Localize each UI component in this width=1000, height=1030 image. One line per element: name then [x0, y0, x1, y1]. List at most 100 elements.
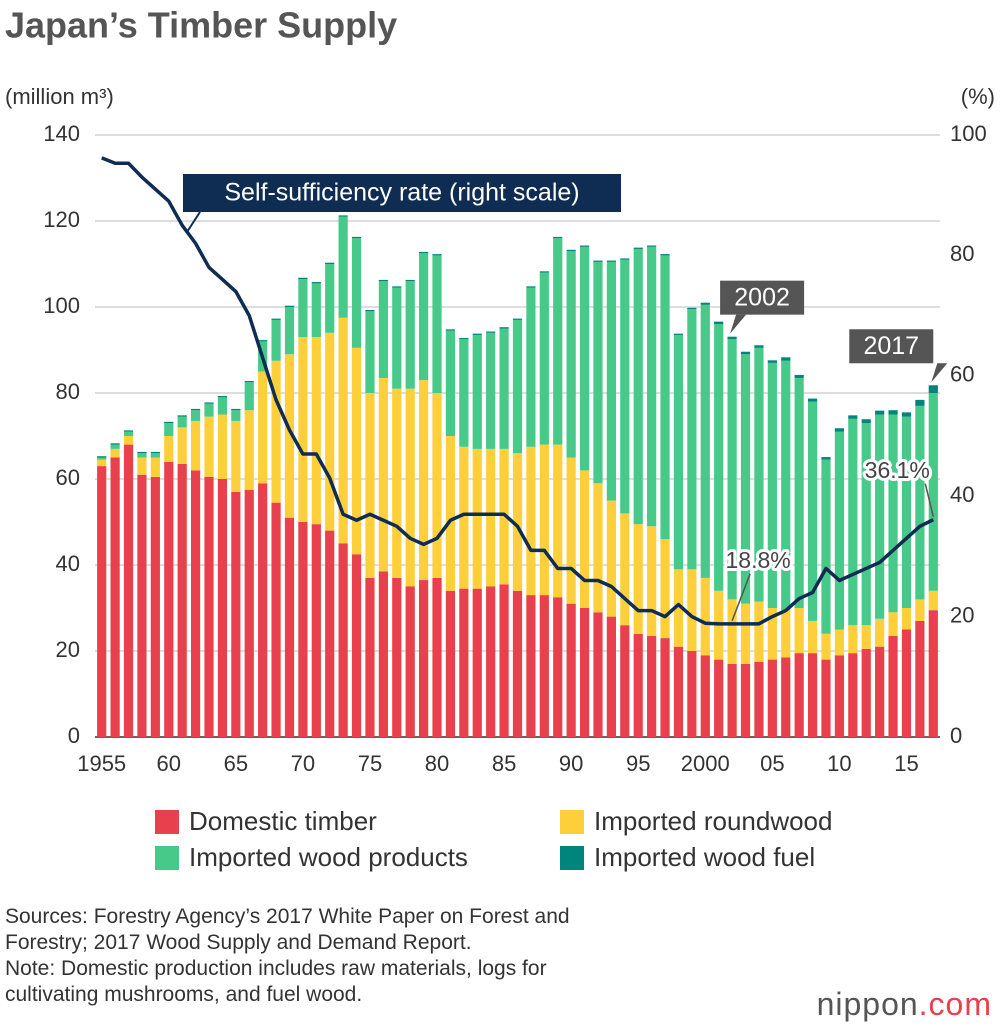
bar-segment [217, 396, 228, 398]
bar-segment [499, 328, 509, 449]
bar-segment [539, 271, 549, 273]
bar-segment [767, 608, 777, 660]
x-tick-label: 80 [425, 751, 449, 776]
bar-segment [311, 283, 321, 338]
annotation-pointer [931, 363, 948, 383]
y-tick-label: 120 [43, 207, 80, 232]
y2-tick-label: 20 [950, 602, 974, 627]
bar-segment [754, 661, 764, 737]
bar-segment [606, 260, 616, 262]
value-label-halo: 18.8% [725, 547, 790, 573]
bar-segment [472, 448, 482, 589]
bar-segment [660, 638, 670, 737]
bar-segment [378, 279, 388, 282]
bar-segment [486, 448, 496, 587]
bar-segment [928, 393, 938, 591]
bar-segment [378, 281, 388, 378]
bar-segment [781, 357, 791, 361]
bar-segment [620, 259, 630, 514]
chart-title: Japan’s Timber Supply [5, 5, 397, 46]
bar-segment [164, 436, 174, 462]
y-tick-label: 0 [68, 723, 80, 748]
bar-segment [231, 420, 241, 492]
bar-segment [110, 448, 120, 458]
bar-segment [110, 444, 120, 449]
x-tick-label: 65 [224, 751, 248, 776]
bar-segment [727, 599, 737, 664]
bar-segment [432, 254, 442, 256]
bar-segment [459, 339, 469, 447]
bar-segment [244, 382, 254, 411]
bar-segment [284, 354, 295, 518]
bar-segment [834, 428, 845, 432]
bar-segment [875, 646, 885, 737]
callout-pointer [186, 211, 201, 233]
bar-segment [258, 483, 268, 737]
bar-segment [834, 655, 845, 737]
bar-segment [807, 620, 818, 654]
bar-segment [432, 393, 442, 578]
bar-segment [781, 657, 791, 737]
bar-segment [660, 255, 670, 540]
bar-segment [579, 470, 590, 608]
bar-segment [875, 410, 885, 415]
bar-segment [351, 236, 362, 239]
bar-segment [821, 633, 831, 660]
bar-segment [821, 459, 831, 634]
line-series [101, 156, 935, 626]
bar-segment [123, 436, 134, 445]
annotation-box [849, 329, 934, 364]
bar-segment [888, 410, 898, 415]
bar-segment [271, 502, 281, 737]
bar-segment [338, 543, 348, 737]
x-tick-label: 1955 [77, 751, 126, 776]
bar-segment [459, 337, 469, 340]
value-label: 18.8% [725, 547, 790, 573]
bar-segment [284, 517, 295, 737]
bar-segment [740, 354, 751, 604]
bar-segment [848, 415, 858, 419]
bar-segment [915, 399, 925, 406]
bar-segment [365, 393, 375, 578]
bar-segment [445, 590, 456, 737]
bar-segment [700, 655, 710, 737]
bar-segment [419, 380, 429, 581]
bar-segment [325, 264, 335, 333]
bar-segment [512, 453, 523, 591]
bar-segment [714, 659, 724, 737]
legend-label: Imported wood fuel [594, 842, 815, 872]
bar-segment [284, 307, 295, 355]
bar-segment [298, 279, 308, 338]
bar-segment [566, 249, 576, 252]
bar-segment [888, 414, 898, 613]
bar-segment [419, 253, 429, 381]
bar-segment [258, 340, 268, 342]
bar-segment [767, 659, 777, 737]
x-tick-label: 15 [894, 751, 918, 776]
bar-segment [915, 599, 925, 621]
bar-segment [767, 362, 777, 608]
annotation-text: 2017 [863, 332, 919, 360]
bar-segment [137, 451, 147, 454]
bar-segment [888, 612, 898, 636]
bar-segment [204, 403, 214, 417]
bar-segment [807, 653, 818, 737]
bar-segment [647, 526, 657, 636]
bar-segment [901, 608, 912, 630]
x-tick-label: 85 [492, 751, 516, 776]
bar-segment [928, 610, 938, 737]
bar-segment [633, 248, 643, 525]
brand-name: nippon [816, 986, 919, 1022]
y2-tick-label: 40 [950, 482, 974, 507]
bar-segment [284, 305, 295, 307]
legend-label: Domestic timber [189, 806, 377, 836]
bar-segment [660, 254, 670, 256]
bar-segment [579, 245, 590, 247]
bar-segment [593, 483, 603, 613]
footnote-line: Sources: Forestry Agency’s 2017 White Pa… [5, 905, 570, 928]
bar-segment [298, 522, 308, 737]
bar-segment [486, 331, 496, 333]
bar-segment [392, 577, 402, 737]
bar-segment [244, 410, 254, 490]
